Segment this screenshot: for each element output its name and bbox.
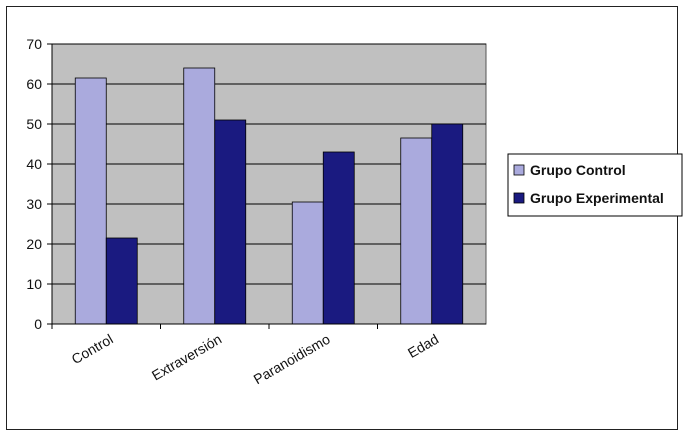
y-tick-labels: 0 10 20 30 40 50 60 70 (26, 36, 42, 332)
legend-swatch (513, 164, 525, 176)
legend-label: Grupo Experimental (530, 190, 664, 206)
x-tick-labels: Control Extraversión Paranoidismo Edad (69, 331, 442, 388)
y-tick-label: 0 (34, 316, 42, 332)
bar-experimental-2 (322, 151, 355, 325)
legend-box (507, 153, 683, 217)
legend: Grupo Control Grupo Experimental (507, 153, 683, 217)
y-tick-label: 50 (26, 116, 42, 132)
x-tick-label: Paranoidismo (251, 331, 333, 388)
bar-experimental-3 (431, 123, 464, 325)
bar-control-2 (291, 201, 324, 325)
x-tick-label: Extraversión (149, 331, 224, 384)
legend-swatch (513, 192, 525, 204)
x-tick-label: Control (69, 331, 116, 367)
bar-experimental-1 (214, 119, 247, 325)
y-tick-label: 70 (26, 36, 42, 52)
bar-experimental-0 (105, 237, 138, 325)
y-tick-label: 40 (26, 156, 42, 172)
legend-label: Grupo Control (530, 162, 626, 178)
y-tick-label: 30 (26, 196, 42, 212)
x-tick-label: Edad (405, 331, 441, 361)
bar-control-0 (74, 77, 107, 325)
y-tick-label: 60 (26, 76, 42, 92)
bar-control-1 (183, 67, 216, 325)
bars (74, 67, 464, 325)
bar-control-3 (400, 137, 433, 325)
y-tick-label: 10 (26, 276, 42, 292)
y-tick-label: 20 (26, 236, 42, 252)
